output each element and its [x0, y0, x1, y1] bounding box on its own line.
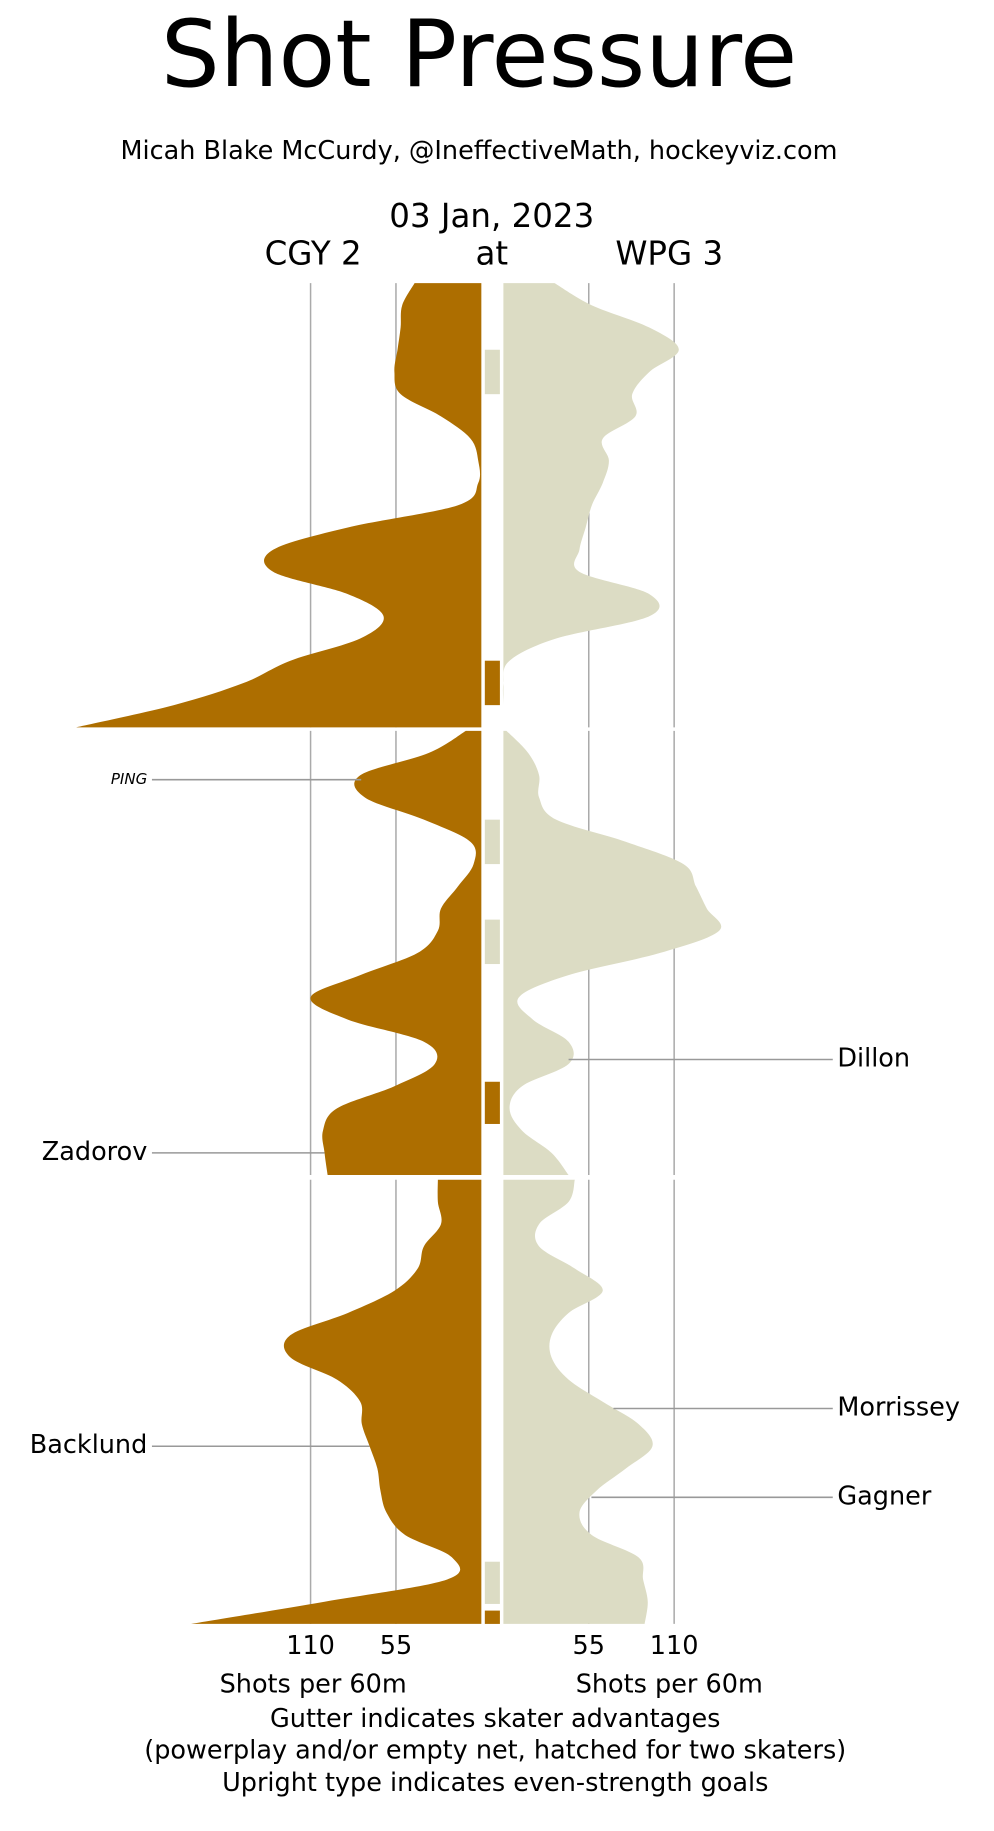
x-tick-label: 110: [650, 1631, 699, 1661]
area: [76, 283, 482, 728]
footnote: (powerplay and/or empty net, hatched for…: [144, 1735, 846, 1765]
powerplay: [484, 1610, 500, 1624]
footnote: Upright type indicates even-strength goa…: [222, 1768, 768, 1798]
area: [310, 730, 482, 1176]
team-left: CGY 2: [265, 234, 362, 272]
area: [502, 283, 679, 728]
powerplay: [484, 919, 500, 965]
goal-label: Morrissey: [837, 1392, 960, 1422]
x-axis-label: Shots per 60m: [576, 1669, 763, 1699]
area: [503, 1179, 653, 1624]
date: 03 Jan, 2023: [389, 197, 594, 235]
powerplay: [484, 660, 500, 706]
powerplay: [484, 349, 500, 395]
goal-label: Backlund: [30, 1430, 148, 1460]
separator: at: [475, 234, 508, 272]
goal-label: PING: [111, 770, 147, 788]
x-tick-label: 55: [380, 1631, 412, 1661]
chart-title: Shot Pressure: [161, 0, 797, 108]
powerplay: [484, 819, 500, 865]
x-axis-label: Shots per 60m: [220, 1669, 407, 1699]
x-tick-label: 55: [573, 1631, 605, 1661]
area: [503, 730, 722, 1176]
powerplay: [484, 1081, 500, 1124]
subtitle: Micah Blake McCurdy, @IneffectiveMath, h…: [121, 136, 838, 166]
powerplay: [484, 1561, 500, 1604]
team-right: WPG 3: [615, 234, 723, 272]
goal-label: Dillon: [837, 1044, 910, 1074]
goal-label: Zadorov: [42, 1137, 148, 1167]
goal-label: Gagner: [837, 1481, 931, 1511]
x-tick-label: 110: [286, 1631, 335, 1661]
area: [191, 1179, 482, 1624]
footnote: Gutter indicates skater advantages: [270, 1704, 720, 1734]
